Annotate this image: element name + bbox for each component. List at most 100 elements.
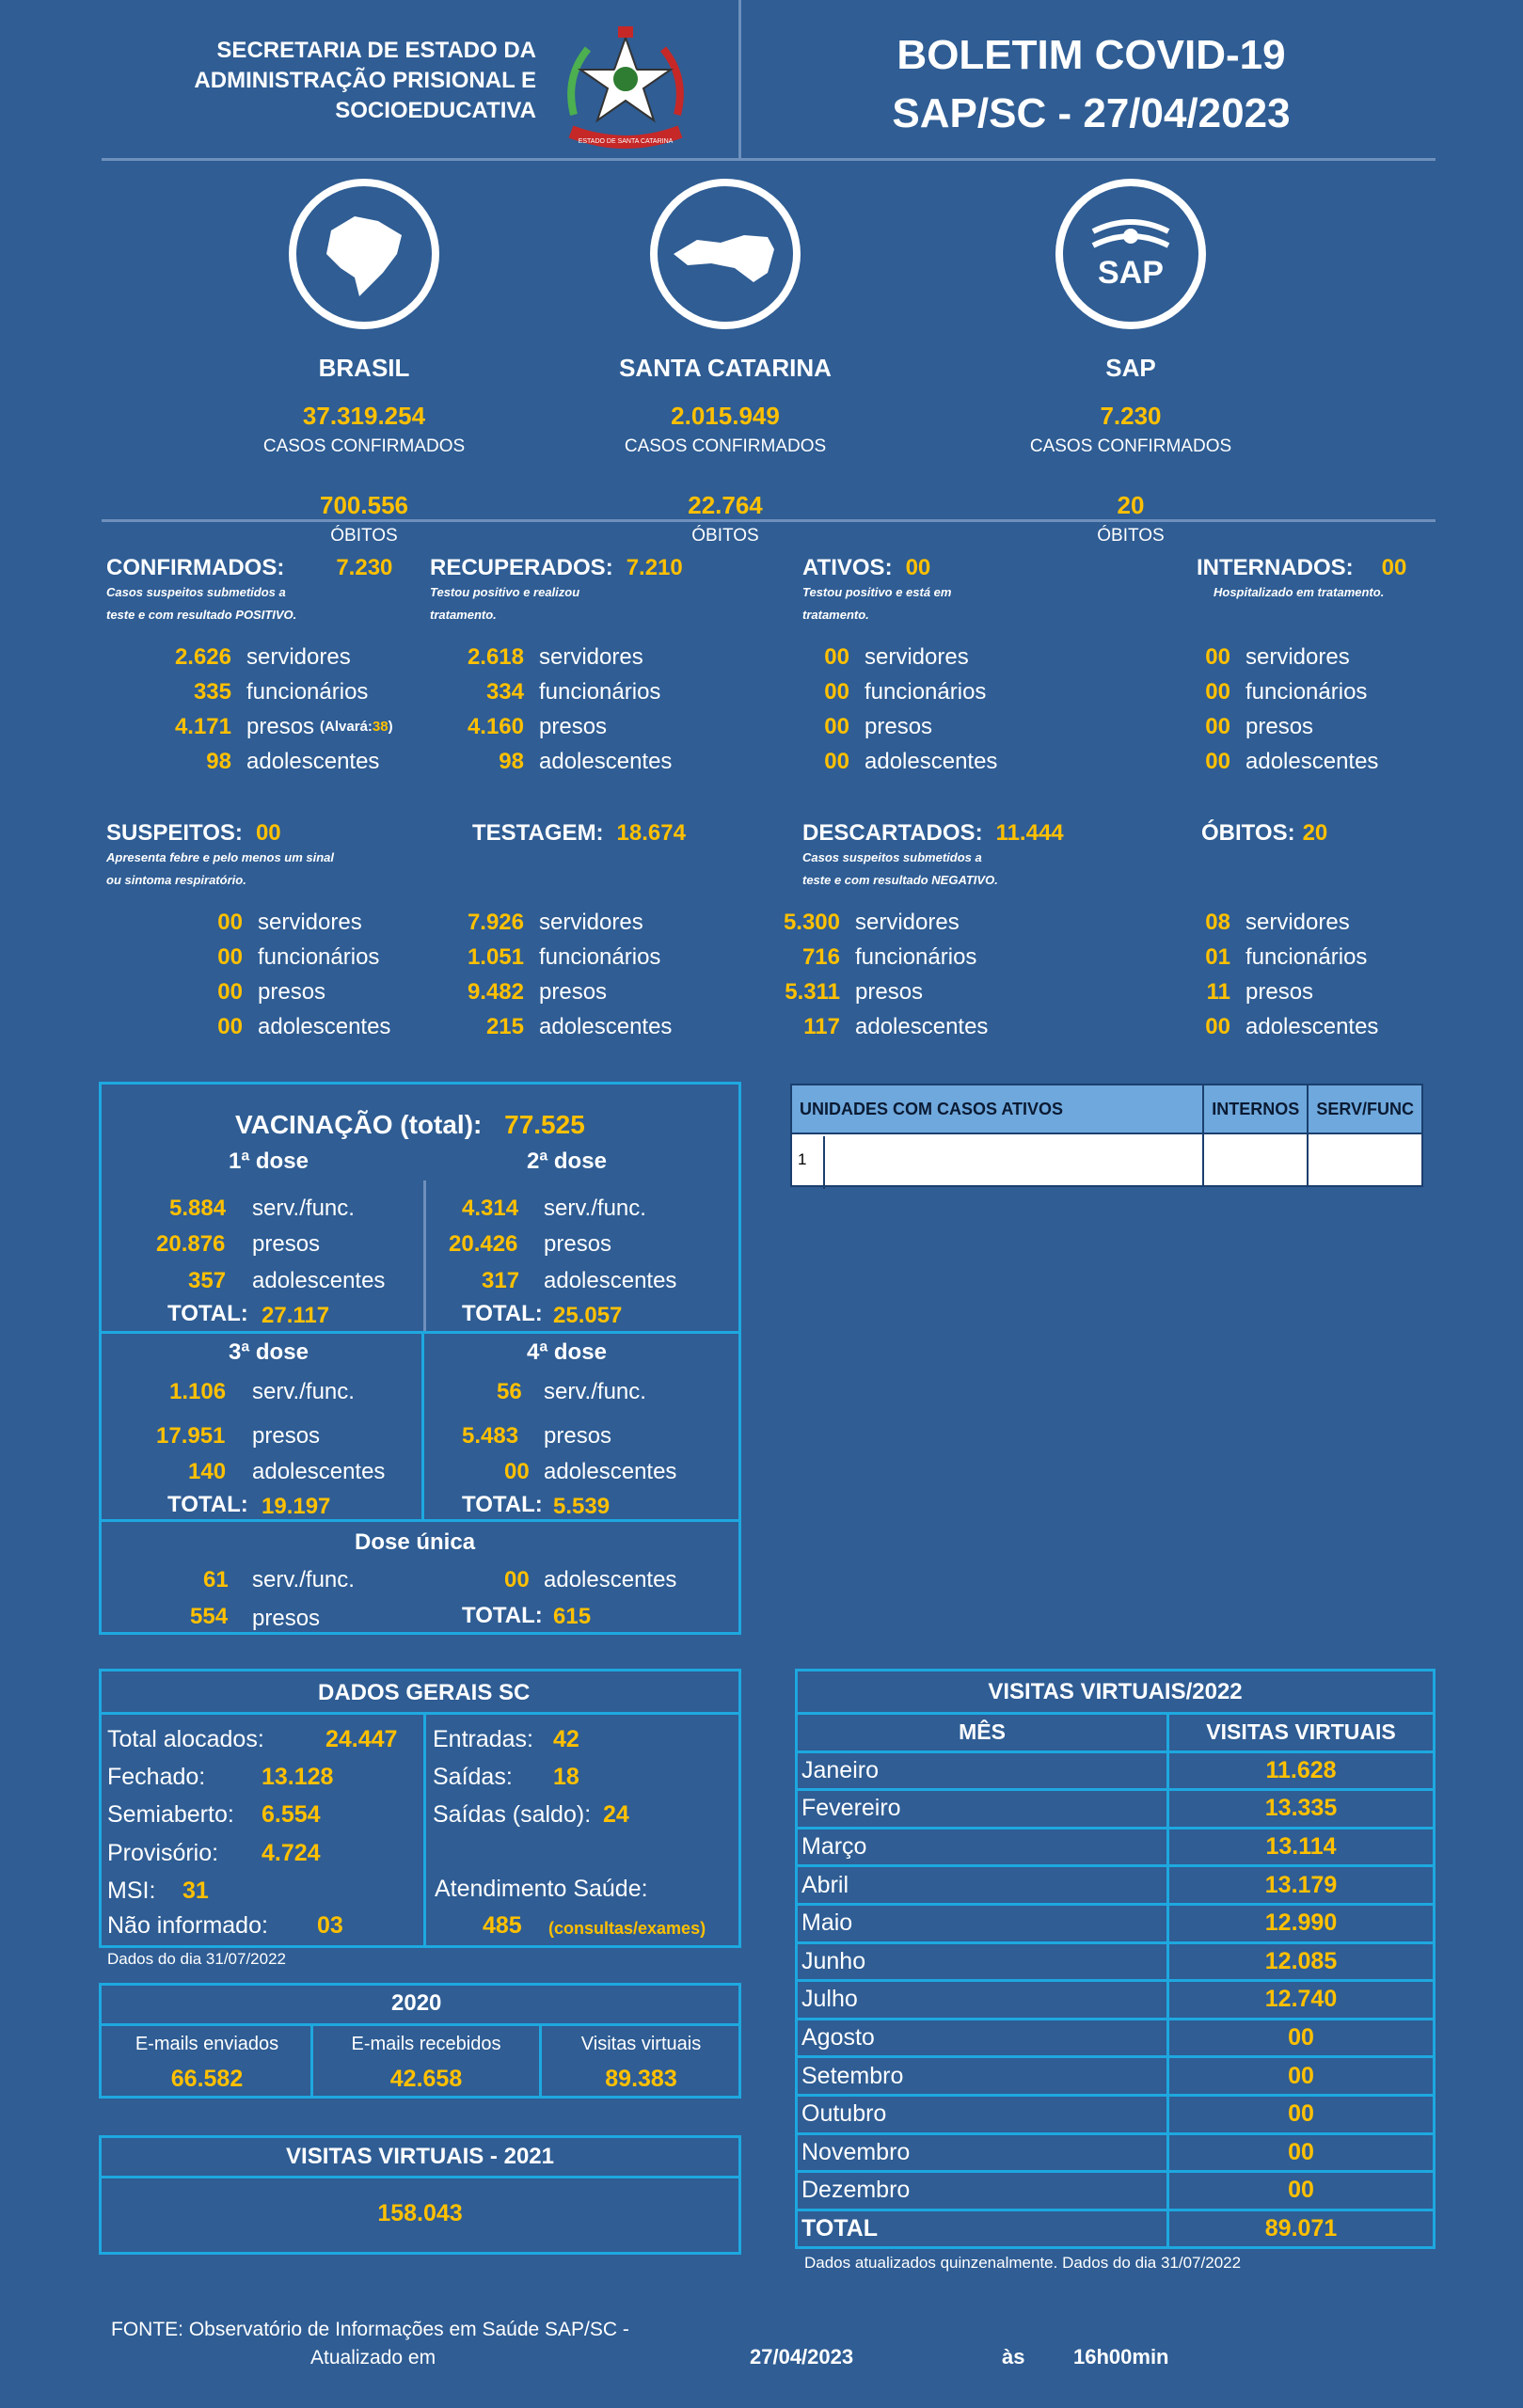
dose1-total: 27.117 [262,1303,330,1328]
label-adolescentes: adolescentes [252,1459,386,1484]
suspeitos-block: SUSPEITOS: 00 Apresenta febre e pelo meno… [106,820,390,1044]
recuperados-servidores: 2.618 [467,643,524,670]
state-seal-icon: ESTADO DE SANTA CATARINA [550,21,701,152]
suspeitos-note1: Apresenta febre e pelo menos um sinal [106,850,335,864]
emails-enviados-label: E-mails enviados [135,2034,279,2054]
visitas-2022-value: 13.179 [1166,1864,1436,1906]
saidas-value: 18 [553,1764,579,1790]
label-serv-func: serv./func. [544,1196,646,1221]
dados-gerais-title: DADOS GERAIS SC [318,1680,531,1705]
org-name-line1: SECRETARIA DE ESTADO DA [216,38,536,63]
obitos-block: ÓBITOS: 20 08 servidores 01 funcionários 11… [1201,820,1378,1044]
label-funcionarios: funcionários [539,943,661,970]
alocados-value: 24.447 [325,1726,398,1752]
visitas-2020-value: 89.383 [605,2066,677,2092]
visitas-2022-table: VISITAS VIRTUAIS/2022 MÊS VISITAS VIRTUA… [795,1669,1436,2250]
footer-date: 27/04/2023 [750,2345,854,2368]
visitas-2020-label: Visitas virtuais [580,2034,702,2054]
label-servidores: servidores [865,643,969,670]
visitas-2022-month: Outubro [795,2093,1169,2135]
label-serv-func: serv./func. [252,1196,355,1221]
ativos-funcionarios: 00 [824,678,849,705]
suspeitos-note2: ou sintoma respiratório. [106,873,246,887]
ativos-note1: Testou positivo e está em [802,585,952,599]
label-funcionarios: funcionários [1245,943,1368,970]
visitas-2022-value: 00 [1166,2017,1436,2059]
confirmados-servidores: 2.626 [174,643,231,670]
total-sc-deaths: 22.764 [688,491,763,519]
dose1-title: 1ª dose [229,1149,309,1174]
visitas-2022-value: 00 [1166,2055,1436,2097]
dose3-presos: 17.951 [156,1423,226,1449]
recuperados-value: 7.210 [626,555,683,580]
visitas-2022-month: Setembro [795,2055,1169,2097]
label-adolescentes: adolescentes [252,1268,386,1293]
visitas-2022-month: Agosto [795,2017,1169,2059]
label-presos: presos [246,713,315,739]
vacinacao-total: 77.525 [504,1110,585,1139]
total-sap-cases-label: CASOS CONFIRMADOS [1029,436,1232,456]
msi-label: MSI: [107,1877,156,1904]
confirmados-value: 7.230 [336,555,393,580]
total-sc-cases-label: CASOS CONFIRMADOS [624,436,827,456]
table-row: 1 [789,1133,1423,1187]
obitos-title: ÓBITOS: [1201,820,1295,846]
label-presos: presos [252,1231,321,1257]
label-funcionarios: funcionários [1245,678,1368,705]
visitas-2022-value: 00 [1166,2131,1436,2174]
santa-catarina-map-icon [650,179,801,329]
suspeitos-funcionarios: 00 [217,943,243,970]
saude-label: Atendimento Saúde: [435,1876,648,1902]
label-servidores: servidores [1245,909,1350,935]
dose4-total: 5.539 [553,1494,611,1519]
label-adolescentes: adolescentes [544,1268,677,1293]
provisorio-label: Provisório: [107,1840,219,1866]
descartados-value: 11.444 [995,820,1064,846]
fechado-value: 13.128 [262,1764,334,1790]
recuperados-note1: Testou positivo e realizou [430,585,580,599]
visitas-2022-value: 13.114 [1166,1826,1436,1868]
label-servidores: servidores [246,643,351,670]
sap-logo-icon: SAP [1055,179,1206,329]
visitas-2022-month: Janeiro [795,1750,1169,1792]
internados-adolescentes: 00 [1205,748,1230,774]
footer-at: às [1002,2345,1025,2368]
visitas-2022-month: Novembro [795,2131,1169,2174]
visitas-2022-month: Fevereiro [795,1788,1169,1830]
label-presos: presos [252,1423,321,1449]
emails-recebidos-value: 42.658 [389,2066,463,2092]
units-header-interns: INTERNOS [1202,1084,1309,1134]
internados-presos: 00 [1205,713,1230,739]
label-serv-func: serv./func. [252,1567,355,1592]
dose1-presos: 20.876 [156,1231,226,1257]
saude-note: (consultas/exames) [548,1919,706,1938]
recuperados-title: RECUPERADOS: [430,555,613,580]
label-adolescentes: adolescentes [855,1013,989,1039]
obitos-adolescentes: 00 [1205,1013,1230,1039]
total-brasil: BRASIL 37.319.254 CASOS CONFIRMADOS 700.… [185,179,543,547]
footer-updated-label: Atualizado em [310,2347,436,2368]
sap-logo-text: SAP [1098,254,1164,291]
suspeitos-value: 00 [255,820,281,846]
label-adolescentes: adolescentes [865,748,998,774]
ativos-block: ATIVOS: 00 Testou positivo e está em trat… [802,555,997,779]
ativos-presos: 00 [824,713,849,739]
vacinacao-title-label: VACINAÇÃO (total): [235,1110,483,1139]
footer-source: FONTE: Observatório de Informações em Sa… [111,2319,629,2340]
dose2-adol: 317 [482,1268,520,1293]
table-row: Dezembro 00 [795,2170,1436,2211]
visitas-2022-rows: Janeiro 11.628 Fevereiro 13.335 Março 13.114 A… [795,1750,1436,2211]
org-name: SECRETARIA DE ESTADO DA ADMINISTRAÇÃO PR… [169,36,536,126]
dose2-title: 2ª dose [527,1149,607,1174]
total-sc-deaths-label: ÓBITOS [691,526,759,546]
alocados-label: Total alocados: [107,1726,264,1752]
visitas-2022-month: Dezembro [795,2170,1169,2211]
descartados-servidores: 5.300 [783,909,840,935]
entradas-value: 42 [553,1726,579,1752]
units-row-staff [1307,1133,1423,1187]
label-adolescentes: adolescentes [246,748,380,774]
visitas-2022-month: Junho [795,1941,1169,1983]
internados-servidores: 00 [1205,643,1230,670]
units-row-interns [1202,1133,1309,1187]
label-presos: presos [544,1423,612,1449]
